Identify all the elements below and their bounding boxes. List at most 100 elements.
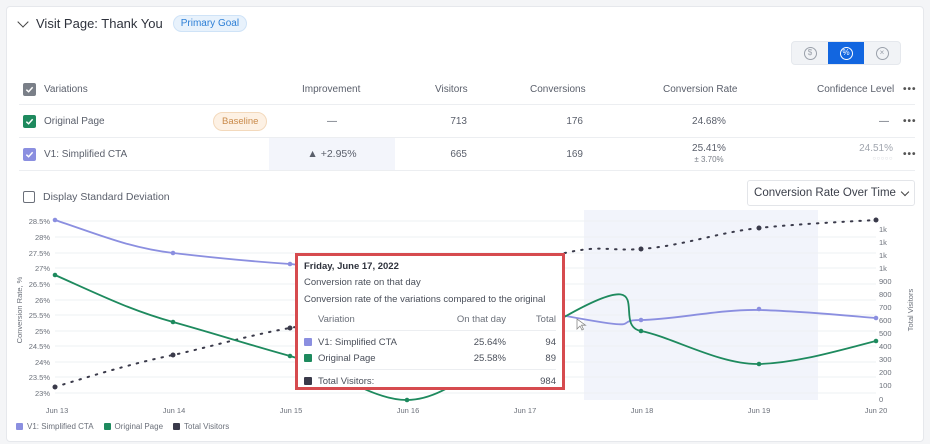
legend-label: V1: Simplified CTA	[27, 422, 94, 431]
svg-text:100: 100	[879, 381, 892, 390]
legend-label: Total Visitors	[184, 422, 230, 431]
tooltip-row-day: 25.58%	[473, 352, 506, 364]
row-more-button[interactable]: •••	[903, 148, 917, 160]
table-row: Original Page Baseline — 713 176 24.68% …	[19, 105, 917, 138]
tooltip-row: Original Page 25.58% 89	[304, 350, 556, 366]
variations-table: Variations Improvement Visitors Conversi…	[19, 75, 917, 171]
tooltip-date: Friday, June 17, 2022	[304, 261, 399, 272]
svg-text:Jun 15: Jun 15	[280, 406, 303, 415]
x-axis: Jun 13 Jun 14 Jun 15 Jun 16 Jun 17 Jun 1…	[46, 406, 888, 415]
svg-text:27%: 27%	[35, 264, 50, 273]
svg-text:1k: 1k	[879, 238, 887, 247]
tooltip-header-row: Variation On that day Total	[304, 311, 556, 327]
svg-text:23.5%: 23.5%	[29, 373, 51, 382]
chart-type-dropdown[interactable]: Conversion Rate Over Time	[747, 180, 915, 206]
tooltip-total-value: 984	[540, 375, 556, 387]
confidence-stars: ○○○○○	[872, 156, 893, 162]
variation-name[interactable]: Original Page	[44, 115, 105, 127]
svg-text:0: 0	[879, 395, 883, 404]
svg-text:Jun 16: Jun 16	[397, 406, 420, 415]
svg-text:25.5%: 25.5%	[29, 311, 51, 320]
legend-swatch	[173, 423, 181, 430]
legend-item-total-visitors[interactable]: Total Visitors	[173, 422, 229, 431]
confidence-value: —	[879, 115, 889, 127]
tooltip-row: V1: Simplified CTA 25.64% 94	[304, 334, 556, 350]
svg-text:28.5%: 28.5%	[29, 217, 51, 226]
tooltip-col-variation: Variation	[318, 313, 355, 325]
percent-icon: %	[839, 46, 853, 60]
svg-text:Jun 19: Jun 19	[748, 406, 771, 415]
svg-text:200: 200	[879, 368, 892, 377]
std-dev-label: Display Standard Deviation	[43, 191, 170, 203]
svg-text:27.5%: 27.5%	[29, 249, 51, 258]
y-axis-right: 1k 1k 1k 1k 900 800 700 600 500 400 300 …	[879, 225, 892, 404]
tooltip-total-label: Total Visitors:	[318, 375, 375, 387]
svg-text:1k: 1k	[879, 251, 887, 260]
header-more-button[interactable]: •••	[903, 84, 917, 95]
svg-text:700: 700	[879, 303, 892, 312]
table-header-row: Variations Improvement Visitors Conversi…	[19, 75, 917, 105]
conversion-rate-cell: 25.41% ± 3.70%	[679, 138, 739, 170]
svg-text:25%: 25%	[35, 327, 50, 336]
highlight-region	[584, 210, 818, 400]
header-conversion-rate[interactable]: Conversion Rate	[663, 84, 738, 95]
variation-cell: Original Page	[23, 105, 105, 137]
total-visitors-points	[52, 217, 879, 390]
chart-tooltip: Friday, June 17, 2022 Conversion rate on…	[295, 253, 565, 390]
confidence-cell: 24.51% ○○○○○	[845, 138, 893, 170]
y-axis-left: 28.5% 28% 27.5% 27% 26.5% 26% 25.5% 25% …	[29, 217, 51, 398]
legend-label: Original Page	[114, 422, 164, 431]
legend-item-original[interactable]: Original Page	[103, 422, 164, 431]
svg-text:1k: 1k	[879, 225, 887, 234]
svg-text:Jun 18: Jun 18	[631, 406, 654, 415]
baseline-badge: Baseline	[213, 111, 268, 131]
legend-swatch	[103, 423, 111, 430]
header-variations: Variations	[23, 75, 88, 104]
svg-text:24.5%: 24.5%	[29, 342, 51, 351]
tooltip-total-row: Total Visitors: 984	[304, 373, 556, 389]
table-row: V1: Simplified CTA ▲ +2.95% 665 169 25.4…	[19, 138, 917, 171]
svg-text:600: 600	[879, 316, 892, 325]
row-more-button[interactable]: •••	[903, 115, 917, 127]
header-confidence[interactable]: Confidence Level	[817, 84, 895, 95]
variation-name[interactable]: V1: Simplified CTA	[44, 148, 128, 160]
svg-text:Jun 14: Jun 14	[163, 406, 186, 415]
svg-text:24%: 24%	[35, 358, 50, 367]
header-visitors[interactable]: Visitors	[435, 84, 468, 95]
variation-checkbox[interactable]	[23, 114, 36, 128]
std-dev-checkbox[interactable]	[23, 191, 35, 203]
legend-item-v1[interactable]: V1: Simplified CTA	[16, 422, 94, 431]
improvement-value: ▲ +2.95%	[269, 138, 395, 170]
v1-points	[52, 217, 879, 323]
svg-text:26.5%: 26.5%	[29, 280, 51, 289]
toggle-other[interactable]: ×	[864, 42, 900, 64]
original-swatch	[304, 354, 312, 362]
toggle-percent[interactable]: %	[828, 42, 864, 64]
mouse-cursor-icon	[576, 318, 587, 331]
legend-swatch	[16, 423, 23, 430]
metric-view-toggle[interactable]: $ % ×	[791, 41, 901, 65]
std-dev-toggle[interactable]: Display Standard Deviation	[23, 191, 170, 203]
svg-text:Jun 13: Jun 13	[46, 406, 69, 415]
goal-header[interactable]: Visit Page: Thank You Primary Goal	[17, 15, 248, 32]
toggle-revenue[interactable]: $	[792, 42, 828, 64]
chart-legend: V1: Simplified CTA Original Page Total V…	[16, 422, 229, 431]
goal-title: Visit Page: Thank You	[36, 16, 163, 31]
tooltip-line-1: Conversion rate on that day	[304, 277, 421, 288]
y-axis-left-label: Conversion Rate, %	[15, 276, 24, 343]
svg-text:23%: 23%	[35, 389, 50, 398]
tooltip-row-total: 89	[545, 352, 556, 364]
tooltip-col-day: On that day	[456, 313, 506, 325]
svg-text:900: 900	[879, 277, 892, 286]
select-all-checkbox[interactable]	[23, 83, 36, 96]
header-variations-label: Variations	[44, 84, 88, 95]
header-conversions[interactable]: Conversions	[530, 84, 586, 95]
tooltip-row-day: 25.64%	[473, 336, 506, 348]
svg-text:400: 400	[879, 342, 892, 351]
svg-text:Jun 17: Jun 17	[514, 406, 537, 415]
variation-checkbox[interactable]	[23, 147, 36, 161]
baseline-cell: Baseline	[213, 105, 268, 137]
header-improvement[interactable]: Improvement	[302, 84, 361, 95]
conversions-value: 169	[566, 148, 583, 160]
visitors-value: 713	[450, 115, 467, 127]
